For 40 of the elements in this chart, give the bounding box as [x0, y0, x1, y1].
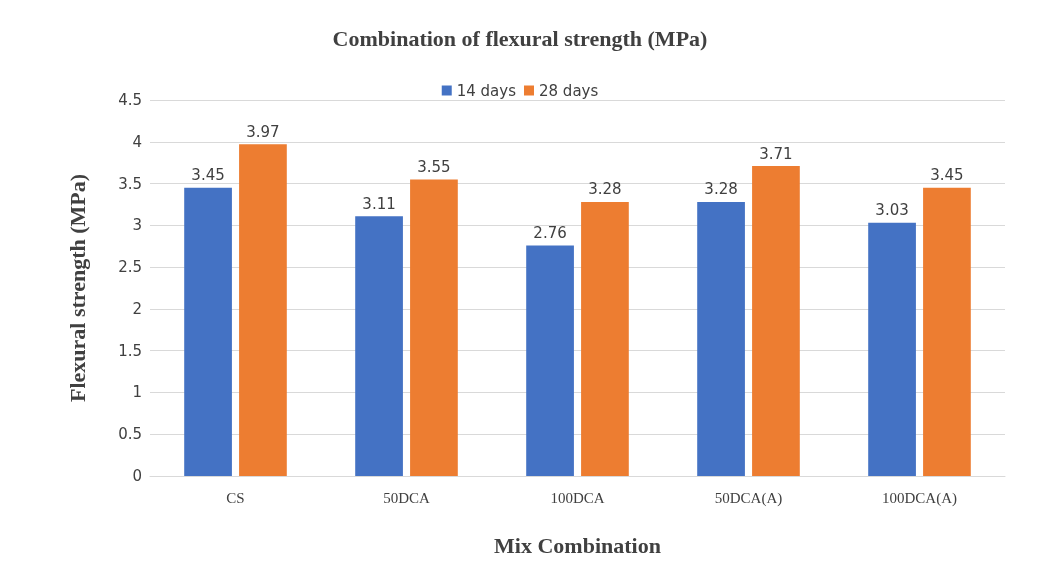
- data-label: 3.11: [362, 194, 396, 213]
- y-tick-label: 0: [132, 467, 142, 485]
- bar: [526, 245, 574, 476]
- legend-label: 28 days: [539, 81, 599, 100]
- bar: [697, 201, 745, 476]
- y-tick-label: 2.5: [118, 258, 142, 277]
- legend-label: 14 days: [456, 81, 517, 100]
- chart-title: Combination of flexural strength (MPa): [332, 25, 708, 51]
- x-tick-label: 100DCA: [550, 489, 605, 506]
- bar: [410, 179, 458, 476]
- data-label: 3.28: [588, 180, 622, 199]
- data-label: 3.97: [246, 122, 280, 141]
- x-axis-title: Mix Combination: [494, 532, 661, 558]
- data-label: 3.45: [191, 166, 225, 185]
- x-tick-label: 50DCA: [383, 489, 430, 506]
- x-tick-label: 50DCA(A): [714, 489, 783, 507]
- bar: [184, 187, 232, 476]
- y-tick-label: 3: [132, 216, 142, 235]
- y-axis-title: Flexural strength (MPa): [64, 173, 90, 403]
- bar: [355, 216, 403, 476]
- y-tick-label: 1: [132, 383, 142, 402]
- bar: [581, 201, 629, 476]
- y-tick-label: 2: [132, 299, 142, 318]
- data-label: 3.45: [930, 166, 964, 185]
- x-tick-label: 100DCA(A): [882, 489, 957, 507]
- y-tick-label: 1.5: [118, 341, 142, 360]
- y-tick-label: 0.5: [118, 425, 142, 444]
- x-tick-label: CS: [226, 489, 245, 506]
- bar: [868, 222, 916, 476]
- data-label: 2.76: [533, 223, 567, 242]
- bar: [752, 166, 800, 476]
- y-tick-label: 4: [132, 132, 142, 151]
- data-label: 3.71: [759, 144, 793, 163]
- bar: [923, 187, 971, 476]
- data-label: 3.28: [704, 180, 738, 199]
- data-label: 3.03: [875, 201, 909, 220]
- data-label: 3.55: [417, 157, 451, 176]
- bar: [239, 144, 287, 476]
- y-tick-label: 4.5: [118, 91, 142, 109]
- y-tick-label: 3.5: [118, 174, 142, 193]
